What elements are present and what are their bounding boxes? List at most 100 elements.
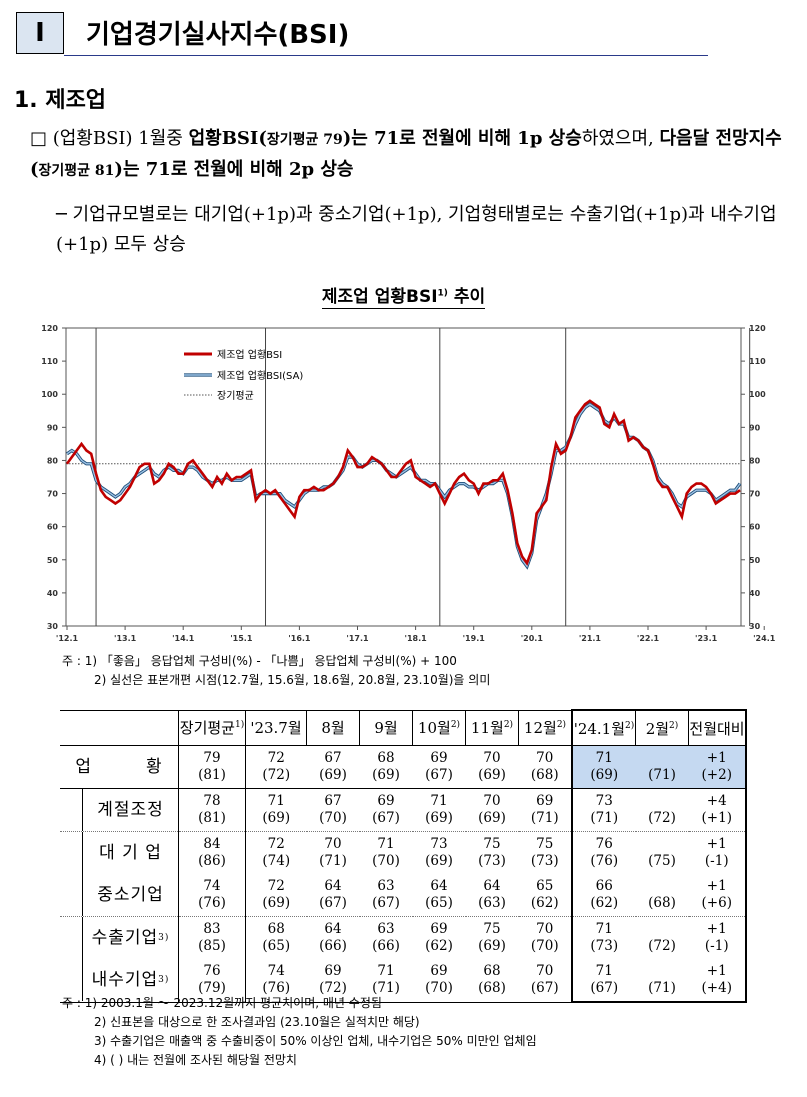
value-cell-forecast: (69): [478, 810, 506, 826]
table-row-label: 중소기업: [60, 874, 179, 917]
value-cell-forecast: (69): [372, 767, 400, 783]
value-cell-value: 70: [536, 750, 554, 766]
value-cell: 73 (71): [571, 788, 636, 832]
value-cell: 70 (67): [518, 959, 573, 1003]
value-cell-forecast: (71): [530, 810, 559, 826]
avg-cell-forecast: (85): [198, 938, 226, 954]
x-tick-label: '12.1: [56, 634, 79, 643]
value-cell-forecast: (69): [425, 853, 453, 869]
value-cell-forecast: (67): [425, 767, 453, 783]
value-cell-value: 74: [267, 963, 285, 980]
value-cell: 71 (69): [413, 789, 466, 832]
y-tick-label-right: 40: [749, 589, 761, 598]
value-cell: 73 (69): [412, 831, 466, 874]
value-cell-value: 73: [430, 836, 448, 852]
table-row-label: 계절조정: [60, 788, 179, 832]
value-cell: 65 (62): [518, 874, 573, 917]
value-cell: 75 (69): [465, 916, 519, 959]
x-tick-label: '22.1: [637, 634, 660, 643]
table-header-label: 장기평균: [179, 719, 235, 738]
value-cell-forecast: (69): [425, 810, 453, 826]
value-cell-value: 64: [324, 878, 342, 894]
value-cell-value: 69: [536, 793, 554, 809]
value-cell: 72 (74): [245, 831, 307, 874]
y-tick-label-right: 70: [749, 490, 761, 499]
value-cell-forecast: (63): [478, 895, 506, 911]
value-cell-value: 75: [536, 836, 554, 852]
chart-title: 제조업 업황BSI1) 추이: [321, 287, 486, 309]
value-cell: 76 (76): [571, 831, 636, 874]
value-cell-value: 70: [536, 921, 554, 937]
diff-cell-forecast: (-1): [704, 938, 729, 954]
legend-label-avg: 장기평균: [217, 390, 254, 402]
value-cell-value: 71: [377, 963, 395, 980]
value-cell-value: 71: [430, 793, 448, 809]
x-tick-label: '23.1: [695, 634, 718, 643]
row-label-text: 대 기 업: [99, 842, 162, 863]
summary-text: 장기평균 81: [38, 163, 115, 179]
value-cell: (68): [636, 874, 689, 917]
value-cell: 69 (67): [360, 789, 413, 832]
value-cell-forecast: (69): [262, 810, 291, 826]
table-header-label: 12월: [523, 719, 557, 738]
table-body: 업 황 79 (81) 72 (72) 67 (69) 68 (69) 69 (67) 70 (69) 7…: [60, 745, 747, 1003]
value-cell-value: 70: [536, 963, 554, 980]
value-cell-forecast: (69): [478, 767, 506, 783]
value-cell-value: 64: [430, 878, 448, 894]
y-tick-label-right: 50: [749, 556, 761, 565]
value-cell: 70 (69): [466, 789, 519, 832]
value-cell-forecast: (62): [530, 895, 559, 911]
value-cell-forecast: (73): [478, 853, 506, 869]
table-header-cell: '24.1월2): [571, 709, 636, 746]
value-cell-value: 73: [595, 793, 613, 809]
summary-text: 다음달 전망지수(: [30, 128, 782, 180]
avg-cell: 79 (81): [178, 745, 246, 789]
value-cell-value: [636, 963, 689, 980]
table-header-label: 10월: [417, 719, 451, 738]
value-cell: 64 (67): [307, 874, 360, 917]
avg-cell-value: 74: [203, 878, 221, 894]
y-tick-label-right: 110: [749, 357, 766, 366]
table-row: 업 황 79 (81) 72 (72) 67 (69) 68 (69) 69 (67) 70 (69) 7…: [60, 745, 747, 789]
summary-text: 전월에 비해 2p 상승: [193, 159, 354, 180]
value-cell-value: 71: [377, 836, 395, 852]
y-tick-label: 70: [47, 490, 59, 499]
value-cell-value: 71: [595, 921, 613, 937]
value-cell: 69 (70): [412, 959, 466, 1003]
value-cell-value: 69: [430, 750, 448, 766]
avg-cell-value: 79: [203, 750, 221, 766]
value-cell-forecast: (66): [372, 938, 400, 954]
y-tick-label: 120: [41, 324, 58, 333]
table-header-sup: 2): [556, 720, 567, 731]
value-cell: 74 (76): [245, 959, 307, 1003]
diff-cell-forecast: (+4): [701, 980, 732, 996]
table-header-blank: [60, 709, 179, 746]
value-cell-forecast: (68): [478, 980, 506, 997]
value-cell: 75 (73): [465, 831, 519, 874]
row-label-text: 업 황: [75, 756, 163, 777]
avg-cell-value: 84: [203, 836, 221, 852]
subsection-title: 1. 제조업: [14, 88, 107, 113]
x-tick-label: '15.1: [230, 634, 253, 643]
value-cell: 71 (73): [571, 916, 636, 959]
value-cell-forecast: (67): [372, 810, 400, 826]
table-note: 3) 수출기업은 매출액 중 수출비중이 50% 이상인 업체, 내수기업은 5…: [94, 1034, 537, 1048]
value-cell: 63 (66): [359, 916, 413, 959]
value-cell-value: 75: [483, 836, 501, 852]
diff-cell-value: +1: [706, 878, 727, 894]
value-cell-forecast: (73): [530, 853, 559, 869]
value-cell-value: 76: [595, 836, 613, 852]
value-cell-forecast: (65): [425, 895, 453, 911]
value-cell-forecast: (62): [590, 895, 619, 911]
diff-cell-forecast: (+6): [701, 895, 732, 911]
value-cell-value: 69: [430, 921, 448, 937]
bsi-table: 장기평균1) '23.7월 8월 9월 10월2) 11월2) 12월2) '24.1월2) 2…: [60, 709, 747, 1003]
chart-note: 주 : 1) 「좋음」 응답업체 구성비(%) - 「나쁨」 응답업체 구성비(…: [62, 654, 457, 668]
section-title: 기업경기실사지수(BSI): [86, 20, 350, 50]
x-tick-label: '21.1: [579, 634, 602, 643]
x-tick-label: '13.1: [114, 634, 137, 643]
value-cell: (75): [635, 831, 689, 874]
value-cell: (72): [635, 916, 689, 959]
legend-label-bsi: 제조업 업황BSI: [217, 348, 282, 361]
value-cell-forecast: (71): [372, 980, 400, 997]
